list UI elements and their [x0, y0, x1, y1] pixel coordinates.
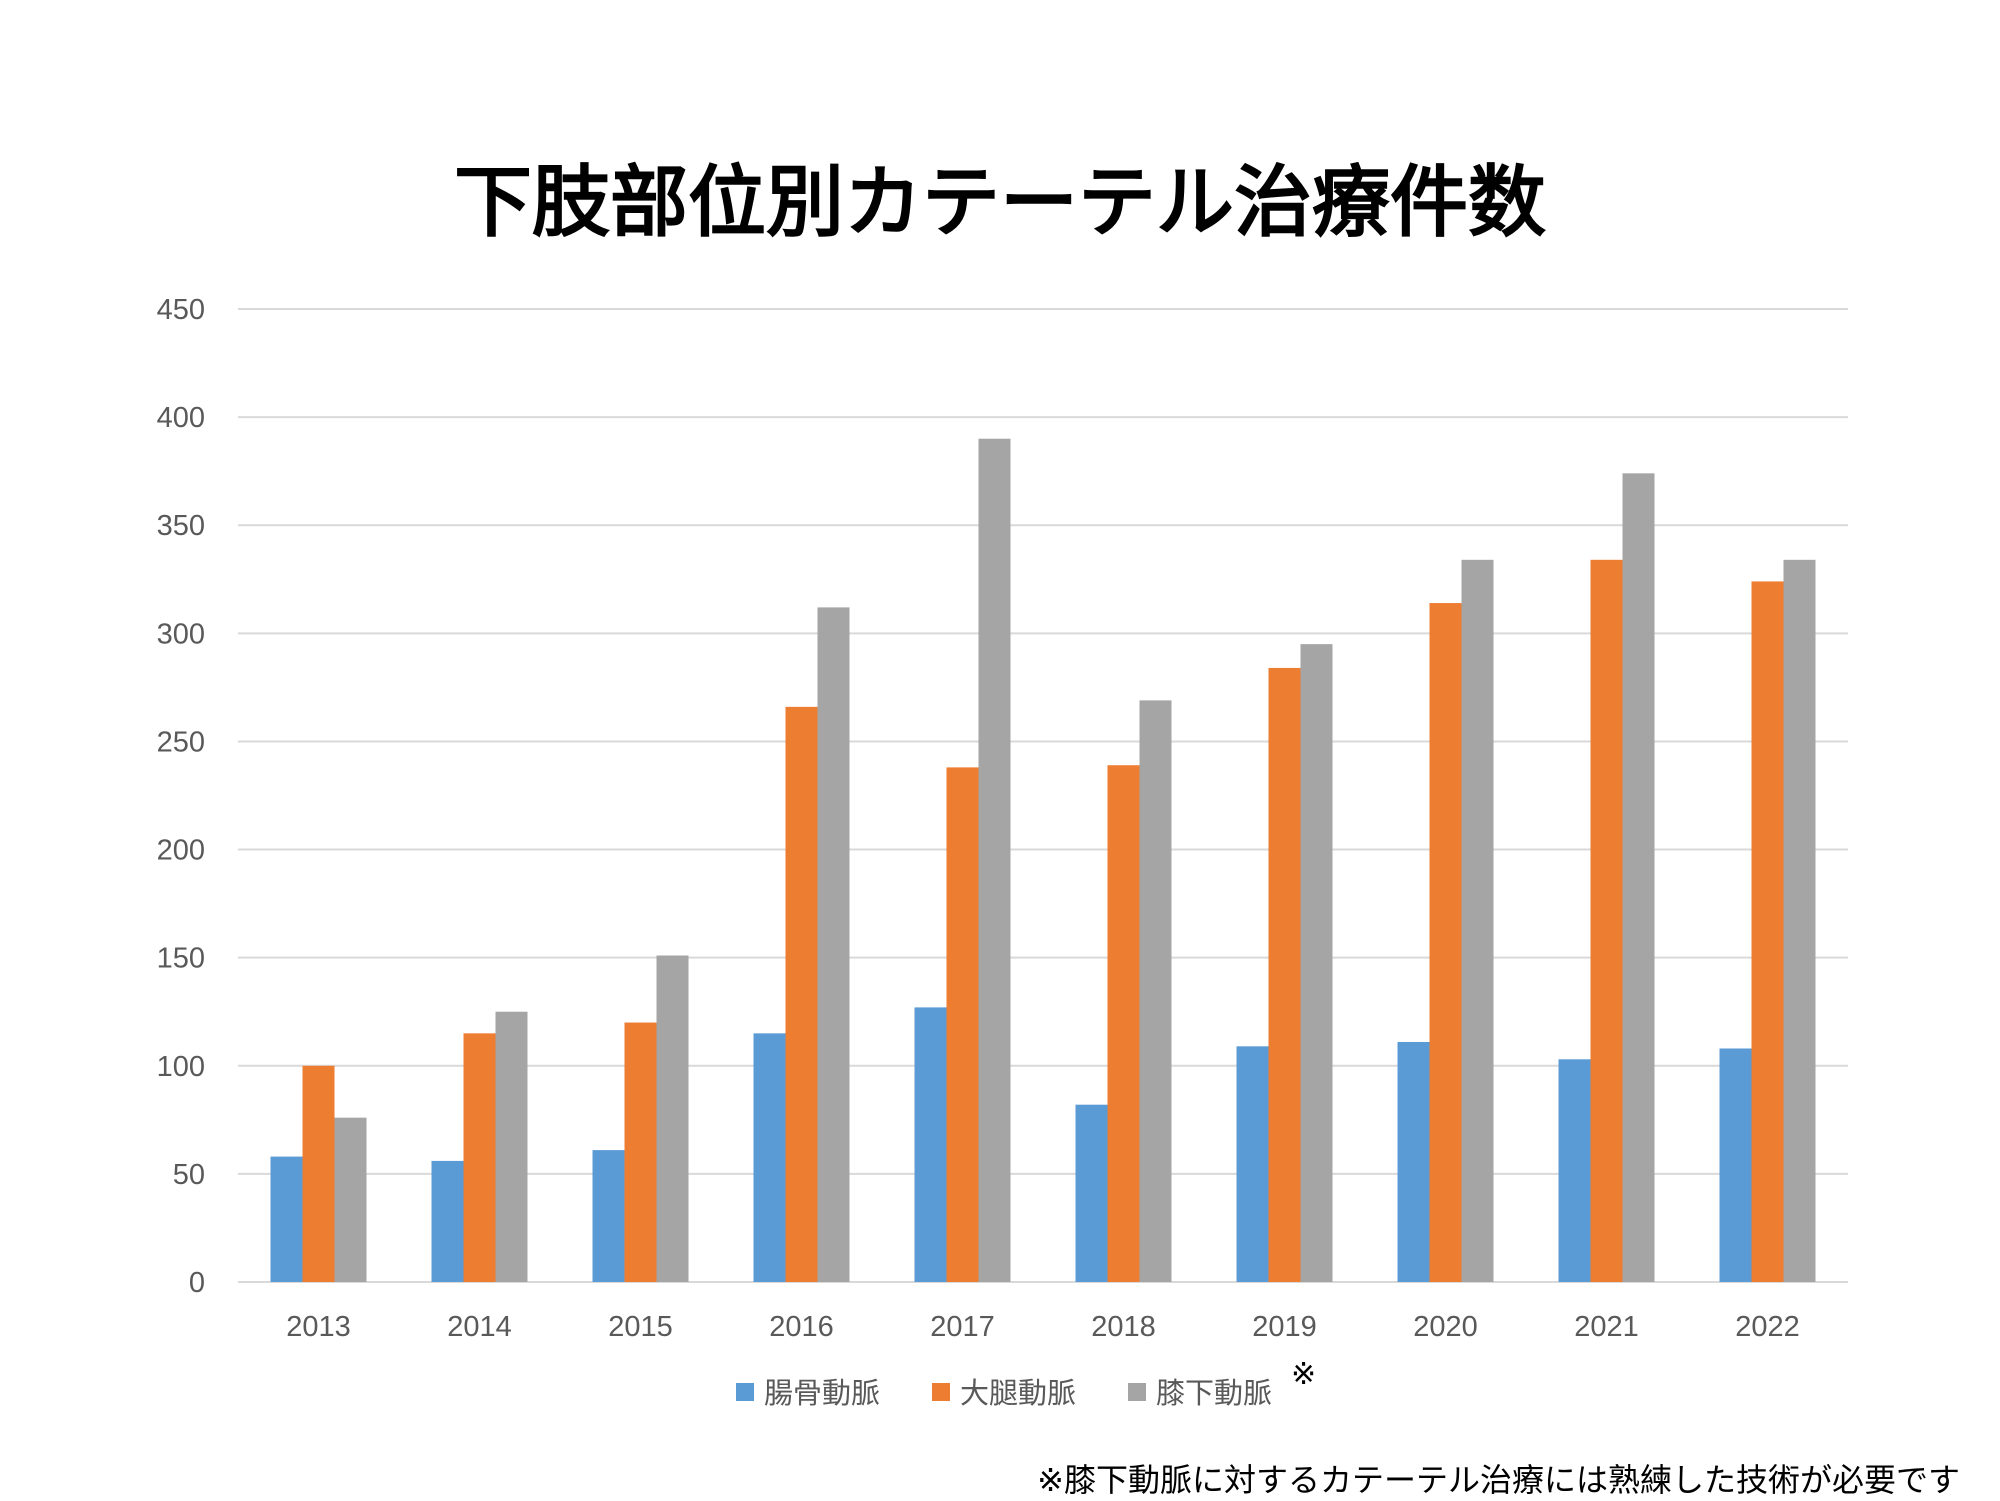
bar [1300, 644, 1333, 1282]
x-tick-label: 2014 [447, 1311, 512, 1343]
bar [1783, 559, 1816, 1282]
bar [302, 1065, 335, 1282]
y-tick-label: 200 [157, 835, 205, 867]
x-tick-label: 2022 [1735, 1311, 1800, 1343]
y-tick-label: 300 [157, 618, 205, 650]
bar [1590, 559, 1623, 1282]
legend-note-mark: ※ [1291, 1357, 1316, 1392]
x-tick-label: 2021 [1574, 1311, 1639, 1343]
y-tick-label: 400 [157, 402, 205, 434]
bar [656, 955, 689, 1282]
bar [785, 706, 818, 1282]
legend-label: 大腿動脈 [960, 1376, 1076, 1410]
legend-swatch [932, 1383, 950, 1401]
x-tick-label: 2016 [769, 1311, 834, 1343]
y-axis-tick-labels: 0 50 100 150 200 250 300 350 400 450 [157, 294, 205, 1299]
footnote: ※膝下動脈に対するカテーテル治療には熟練した技術が必要です [1037, 1461, 1960, 1499]
bar [495, 1011, 528, 1282]
bar [1751, 581, 1784, 1282]
legend: 腸骨動脈 大腿動脈 膝下動脈 ※ [736, 1357, 1316, 1410]
bar [1139, 700, 1172, 1282]
x-tick-label: 2020 [1413, 1311, 1478, 1343]
bar [946, 767, 979, 1282]
y-tick-label: 100 [157, 1051, 205, 1083]
bar [1107, 765, 1140, 1282]
bar [914, 1007, 947, 1282]
x-tick-label: 2013 [286, 1311, 351, 1343]
bar [1461, 559, 1494, 1282]
bar [463, 1033, 496, 1282]
y-tick-label: 0 [189, 1267, 205, 1299]
bar [1268, 667, 1301, 1282]
y-tick-label: 350 [157, 510, 205, 542]
bar [753, 1033, 786, 1282]
bars [270, 438, 1816, 1283]
x-tick-label: 2017 [930, 1311, 995, 1343]
x-tick-label: 2015 [608, 1311, 673, 1343]
bar [817, 607, 850, 1282]
bar [1075, 1104, 1108, 1282]
bar [431, 1160, 464, 1282]
x-tick-label: 2019 [1252, 1311, 1317, 1343]
x-tick-label: 2018 [1091, 1311, 1156, 1343]
bar [1397, 1041, 1430, 1282]
bar [1558, 1059, 1591, 1282]
bar [1719, 1048, 1752, 1282]
legend-swatch [1128, 1383, 1146, 1401]
bar [592, 1150, 625, 1282]
bar [1429, 603, 1462, 1282]
legend-swatch [736, 1383, 754, 1401]
legend-label: 腸骨動脈 [764, 1376, 880, 1410]
bar [270, 1156, 303, 1282]
y-tick-label: 450 [157, 294, 205, 326]
chart-title: 下肢部位別カテーテル治療件数 [453, 158, 1546, 248]
legend-label: 膝下動脈 [1156, 1376, 1272, 1410]
bar [334, 1117, 367, 1282]
bar [624, 1022, 657, 1282]
bar [978, 438, 1011, 1282]
bar [1622, 473, 1655, 1283]
bar [1236, 1046, 1269, 1282]
x-axis-tick-labels: 2013 2014 2015 2016 2017 2018 2019 2020 2021 2022 [286, 1311, 1800, 1343]
y-tick-label: 150 [157, 943, 205, 975]
y-tick-label: 50 [173, 1159, 205, 1191]
y-tick-label: 250 [157, 726, 205, 758]
